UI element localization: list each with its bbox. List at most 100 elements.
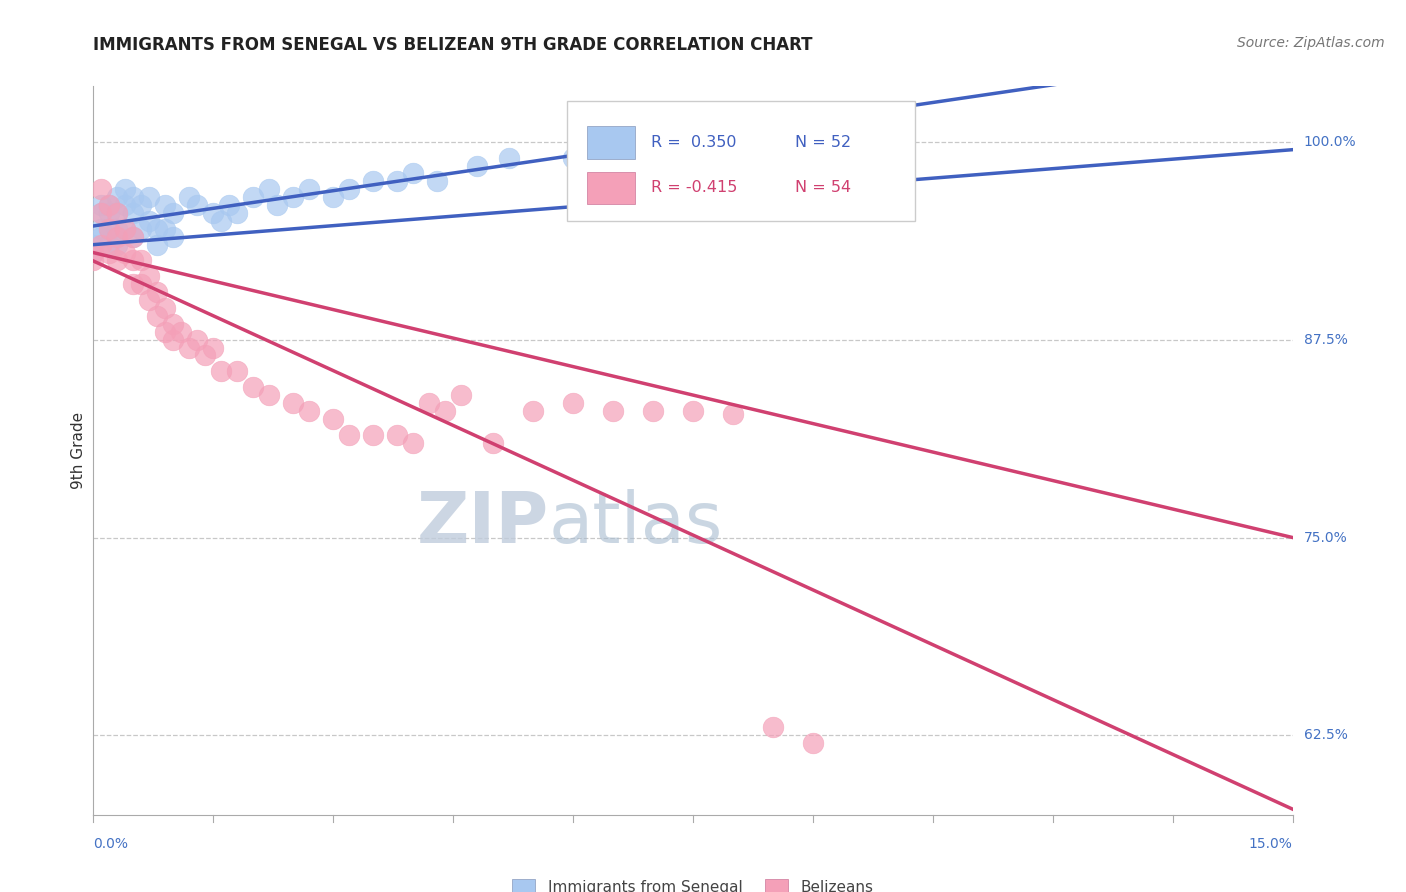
Point: [337, 427, 360, 442]
Point: [402, 435, 425, 450]
Text: 75.0%: 75.0%: [1303, 531, 1347, 544]
Text: R = -0.415: R = -0.415: [651, 180, 737, 195]
Point: [361, 427, 384, 442]
Point: [153, 222, 176, 236]
Text: N = 52: N = 52: [794, 135, 851, 150]
Point: [114, 245, 136, 260]
FancyBboxPatch shape: [588, 127, 636, 159]
Point: [602, 143, 624, 157]
Point: [98, 198, 121, 212]
Point: [194, 349, 217, 363]
Point: [90, 206, 112, 220]
Point: [146, 222, 169, 236]
Point: [162, 317, 184, 331]
Point: [242, 190, 264, 204]
Point: [298, 182, 321, 196]
Point: [298, 404, 321, 418]
Point: [153, 198, 176, 212]
Point: [561, 151, 583, 165]
Text: 87.5%: 87.5%: [1303, 333, 1348, 347]
Point: [170, 325, 193, 339]
Point: [90, 229, 112, 244]
Point: [257, 182, 280, 196]
Point: [114, 198, 136, 212]
Point: [122, 229, 145, 244]
Point: [209, 364, 232, 378]
Point: [385, 174, 408, 188]
Point: [105, 229, 128, 244]
Point: [242, 380, 264, 394]
Point: [90, 198, 112, 212]
Point: [337, 182, 360, 196]
Point: [122, 206, 145, 220]
Point: [465, 159, 488, 173]
Point: [122, 253, 145, 268]
Point: [179, 341, 201, 355]
Point: [561, 396, 583, 410]
Point: [90, 222, 112, 236]
Point: [146, 309, 169, 323]
Point: [98, 206, 121, 220]
Point: [122, 229, 145, 244]
Text: N = 54: N = 54: [794, 180, 851, 195]
Point: [138, 190, 160, 204]
Point: [266, 198, 288, 212]
Point: [218, 198, 240, 212]
Point: [682, 404, 704, 418]
Point: [522, 404, 544, 418]
Point: [426, 174, 449, 188]
Text: ZIP: ZIP: [416, 489, 548, 558]
Point: [146, 237, 169, 252]
Point: [162, 333, 184, 347]
Point: [105, 190, 128, 204]
Text: 0.0%: 0.0%: [93, 837, 128, 851]
Point: [361, 174, 384, 188]
Point: [114, 222, 136, 236]
Point: [498, 151, 520, 165]
Point: [641, 404, 664, 418]
Point: [482, 435, 505, 450]
Point: [138, 214, 160, 228]
Text: atlas: atlas: [548, 489, 723, 558]
Point: [129, 222, 152, 236]
Point: [114, 222, 136, 236]
Point: [82, 237, 104, 252]
FancyBboxPatch shape: [588, 171, 636, 204]
Text: 100.0%: 100.0%: [1303, 135, 1357, 149]
Point: [153, 325, 176, 339]
Text: 62.5%: 62.5%: [1303, 729, 1348, 742]
Text: Source: ZipAtlas.com: Source: ZipAtlas.com: [1237, 36, 1385, 50]
Point: [82, 253, 104, 268]
Point: [434, 404, 457, 418]
Point: [82, 245, 104, 260]
Point: [801, 736, 824, 750]
Point: [281, 190, 304, 204]
Point: [122, 190, 145, 204]
Point: [202, 341, 225, 355]
Point: [98, 222, 121, 236]
Point: [186, 198, 208, 212]
Point: [146, 285, 169, 300]
Point: [281, 396, 304, 410]
Point: [186, 333, 208, 347]
FancyBboxPatch shape: [567, 101, 915, 221]
Point: [105, 237, 128, 252]
Point: [450, 388, 472, 402]
Point: [105, 222, 128, 236]
Point: [98, 237, 121, 252]
Point: [402, 166, 425, 180]
Point: [129, 198, 152, 212]
Point: [226, 364, 249, 378]
Point: [162, 206, 184, 220]
Point: [226, 206, 249, 220]
Point: [129, 253, 152, 268]
Point: [138, 269, 160, 284]
Point: [162, 229, 184, 244]
Point: [122, 277, 145, 292]
Point: [98, 198, 121, 212]
Point: [385, 427, 408, 442]
Point: [138, 293, 160, 307]
Point: [98, 245, 121, 260]
Point: [90, 237, 112, 252]
Point: [179, 190, 201, 204]
